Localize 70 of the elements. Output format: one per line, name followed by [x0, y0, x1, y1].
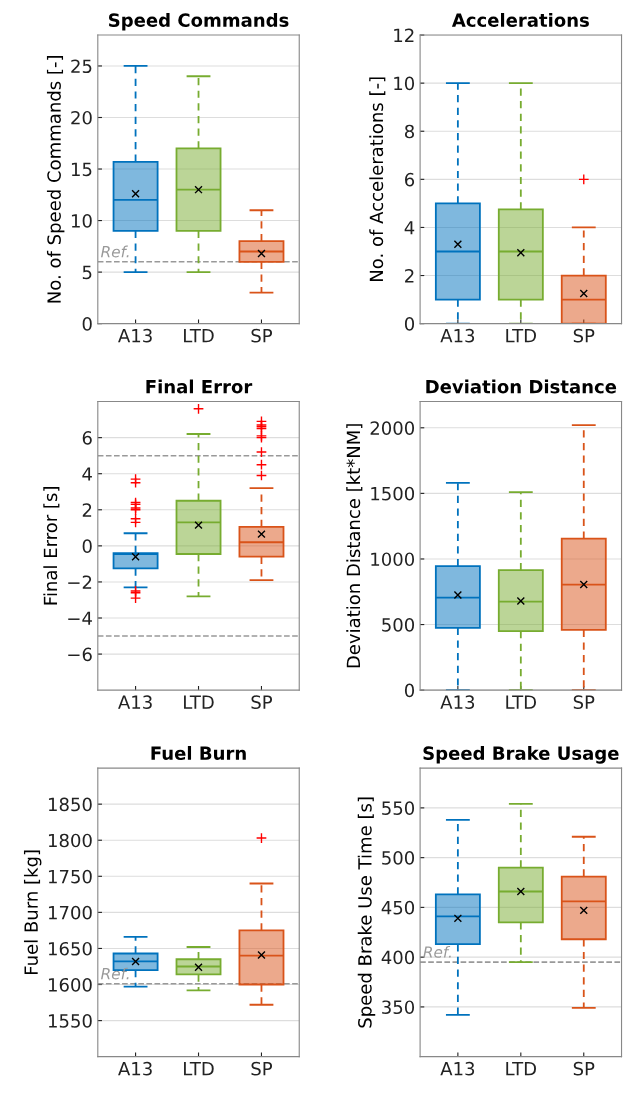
chart-title: Fuel Burn	[151, 746, 246, 760]
chart-title: Final Error	[146, 379, 253, 394]
y-axis-title: No. of Accelerations [-]	[369, 77, 386, 281]
chart-title: Accelerations	[451, 12, 589, 27]
y-tick-label: 10	[394, 76, 415, 91]
y-tick-label: 0	[82, 317, 92, 331]
y-tick-label: 0	[404, 683, 415, 698]
y-axis-title: Final Error [s]	[43, 487, 60, 605]
chart-title: Speed Brake Usage	[423, 746, 619, 764]
y-axis-title: Deviation Distance [kt*NM]	[346, 424, 363, 668]
chart-title: Speed Commands	[109, 12, 289, 31]
chart-title: Deviation Distance	[426, 379, 617, 394]
y-tick-label: 500	[382, 618, 415, 632]
y-tick-label: 1800	[48, 833, 92, 848]
x-tick-label: A13	[440, 1061, 475, 1076]
y-tick-label: 2000	[370, 421, 415, 435]
y-tick-label: 25	[71, 59, 92, 74]
y-tick-label: 1850	[48, 797, 92, 812]
y-tick-label: 400	[381, 950, 415, 965]
y-tick-label: 2	[82, 503, 92, 517]
x-tick-label: SP	[573, 328, 595, 343]
y-tick-label: 12	[394, 28, 414, 42]
x-tick-label: LTD	[506, 695, 537, 709]
y-axis-title: Speed Brake Use Time [s]	[357, 797, 376, 1028]
y-tick-label: 8	[404, 124, 414, 139]
x-tick-label: LTD	[506, 329, 537, 343]
y-axis-title: Fuel Burn [kg]	[23, 850, 42, 975]
y-tick-label: 20	[71, 110, 92, 125]
y-tick-label: 6	[405, 172, 415, 187]
y-tick-label: 2	[405, 269, 414, 283]
y-tick-label: 550	[382, 801, 415, 815]
y-tick-label: 450	[381, 900, 415, 915]
x-tick-label: LTD	[184, 329, 214, 343]
y-tick-label: 6	[82, 431, 92, 445]
y-tick-label: 1750	[48, 869, 92, 884]
y-tick-label: −4	[68, 611, 92, 625]
x-tick-label: SP	[573, 1061, 595, 1076]
x-tick-label: SP	[573, 695, 595, 709]
x-tick-label: LTD	[184, 1062, 214, 1076]
ref-line-label: Ref.	[423, 945, 451, 958]
x-tick-label: A13	[118, 1061, 152, 1076]
y-tick-label: 1550	[48, 1014, 92, 1028]
y-tick-label: 1650	[48, 941, 92, 956]
ref-line-label: Ref.	[100, 967, 129, 980]
y-tick-label: 10	[71, 214, 92, 228]
x-tick-label: SP	[251, 695, 273, 709]
x-tick-label: A13	[118, 328, 152, 343]
y-tick-label: −6	[68, 647, 92, 662]
y-tick-label: 4	[404, 221, 415, 235]
y-tick-label: 1700	[48, 905, 92, 920]
x-tick-label: LTD	[184, 695, 214, 709]
y-tick-label: 0	[82, 539, 92, 553]
y-tick-label: 5	[82, 265, 92, 280]
y-tick-label: 4	[82, 467, 92, 481]
x-tick-label: LTD	[506, 1062, 537, 1076]
x-tick-label: SP	[251, 1061, 273, 1076]
y-tick-label: −2	[68, 575, 92, 589]
y-tick-label: 350	[382, 1000, 415, 1015]
y-axis-title: No. of Speed Commands [-]	[46, 56, 65, 303]
x-tick-label: A13	[440, 695, 475, 709]
y-tick-label: 15	[71, 162, 92, 177]
y-tick-label: 1600	[48, 977, 92, 992]
y-tick-label: 0	[404, 317, 415, 331]
x-tick-label: A13	[440, 328, 475, 343]
y-tick-label: 500	[382, 851, 415, 865]
ref-line-label: Ref.	[100, 245, 129, 258]
x-tick-label: A13	[118, 695, 152, 709]
y-tick-label: 1500	[371, 486, 415, 501]
x-tick-label: SP	[251, 328, 273, 343]
y-tick-label: 1000	[371, 552, 415, 567]
